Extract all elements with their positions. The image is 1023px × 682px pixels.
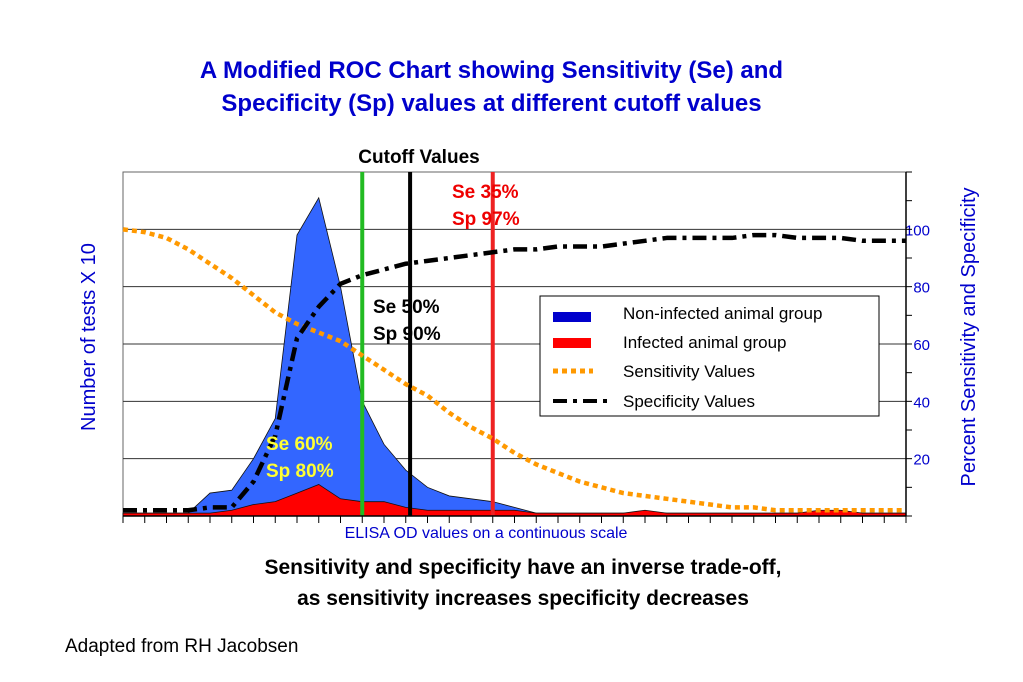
right-tick-label-40: 40 (913, 394, 930, 411)
legend-label-specificity: Specificity Values (623, 392, 755, 411)
cutoff-label-sp-1: Sp 80% (266, 461, 334, 482)
curves (122, 227, 906, 513)
chart-caption: Sensitivity and specificity have an inve… (0, 552, 1023, 614)
y-axis-label-left: Number of tests X 10 (78, 243, 100, 431)
sensitivity-curve (122, 227, 906, 513)
chart-legend: Non-infected animal group Infected anima… (539, 295, 880, 417)
cutoff-label-se-2: Se 50% (373, 297, 440, 318)
caption-line-1: Sensitivity and specificity have an inve… (264, 556, 782, 579)
right-tick-label-20: 20 (913, 452, 930, 469)
legend-swatch-non-infected (553, 312, 591, 322)
caption-line-2: as sensitivity increases specificity dec… (297, 587, 749, 610)
legend-box (539, 295, 880, 417)
title-line-1: A Modified ROC Chart showing Sensitivity… (199, 57, 784, 84)
cutoff-lines (360, 172, 495, 516)
cutoff-label-se-3: Se 35% (452, 182, 519, 203)
right-tick-label-100: 100 (905, 222, 930, 239)
cutoff-label-sp-3: Sp 97% (452, 209, 520, 230)
legend-swatch-infected (553, 338, 591, 348)
right-tick-label-80: 80 (913, 280, 930, 297)
cutoff-label-se-1: Se 60% (266, 434, 333, 455)
legend-label-infected: Infected animal group (623, 333, 787, 352)
legend-label-sensitivity: Sensitivity Values (623, 362, 755, 381)
cutoff-values-header: Cutoff Values (358, 147, 479, 168)
source-note: Adapted from RH Jacobsen (65, 636, 299, 657)
axes: 20 40 60 80 100 (122, 171, 930, 523)
legend-label-non-infected: Non-infected animal group (623, 304, 822, 323)
annotation-labels: Se 60% Sp 80% Se 50% Sp 90% Se 35% Sp 97% (266, 182, 520, 482)
right-tick-label-60: 60 (913, 337, 930, 354)
title-line-2: Specificity (Sp) values at different cut… (221, 90, 762, 117)
specificity-curve (123, 232, 906, 513)
x-axis-label: ELISA OD values on a continuous scale (345, 525, 628, 542)
chart-title: A Modified ROC Chart showing Sensitivity… (0, 54, 983, 120)
cutoff-label-sp-2: Sp 90% (373, 324, 441, 345)
y-axis-label-right: Percent Sensitivity and Specificity (958, 187, 980, 486)
